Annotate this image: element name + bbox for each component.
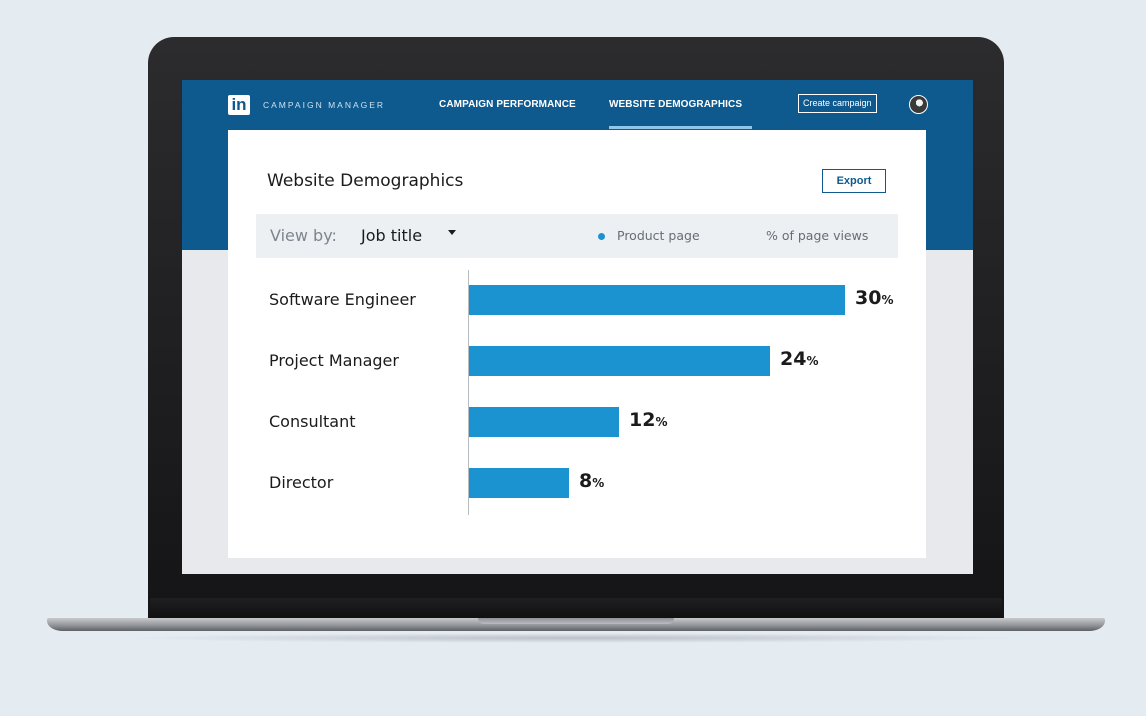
bar[interactable] <box>469 285 845 315</box>
laptop-bezel <box>150 598 1002 620</box>
brand-name: CAMPAIGN MANAGER <box>263 100 386 110</box>
active-tab-indicator <box>609 126 752 129</box>
category-label: Software Engineer <box>269 290 416 309</box>
laptop-screen: in CAMPAIGN MANAGER CAMPAIGN PERFORMANCE… <box>182 80 973 574</box>
bar-value-label: 24% <box>780 348 819 370</box>
create-campaign-button[interactable]: Create campaign <box>798 94 877 113</box>
user-avatar-icon[interactable] <box>909 95 928 114</box>
tab-campaign-performance[interactable]: CAMPAIGN PERFORMANCE <box>439 99 576 110</box>
bar[interactable] <box>469 468 569 498</box>
page-title: Website Demographics <box>267 171 464 191</box>
bar-value-label: 8% <box>579 470 605 492</box>
laptop-shadow <box>120 633 1030 643</box>
bar[interactable] <box>469 407 619 437</box>
laptop-base <box>47 618 1105 631</box>
view-by-label: View by: <box>270 226 337 245</box>
bar-chart: Software Engineer 30% Project Manager 24% Co… <box>228 270 926 530</box>
category-label: Consultant <box>269 412 356 431</box>
view-by-dropdown[interactable]: Job title <box>361 226 423 245</box>
metric-label: % of page views <box>766 228 869 243</box>
bar-value-label: 30% <box>855 287 894 309</box>
top-navbar: in CAMPAIGN MANAGER CAMPAIGN PERFORMANCE… <box>182 80 973 130</box>
legend-product-page: Product page <box>617 228 700 243</box>
bar[interactable] <box>469 346 770 376</box>
filter-bar: View by: Job title Product page % of pag… <box>256 214 898 258</box>
laptop-base-notch <box>478 618 674 624</box>
export-button[interactable]: Export <box>822 169 886 193</box>
chart-axis-line <box>468 270 469 515</box>
category-label: Project Manager <box>269 351 399 370</box>
legend-dot-icon <box>598 233 605 240</box>
linkedin-logo-icon[interactable]: in <box>228 95 250 115</box>
category-label: Director <box>269 473 334 492</box>
caret-down-icon[interactable] <box>448 230 456 235</box>
demographics-card: Website Demographics Export View by: Job… <box>228 130 926 558</box>
bar-value-label: 12% <box>629 409 668 431</box>
tab-website-demographics[interactable]: WEBSITE DEMOGRAPHICS <box>609 99 743 110</box>
